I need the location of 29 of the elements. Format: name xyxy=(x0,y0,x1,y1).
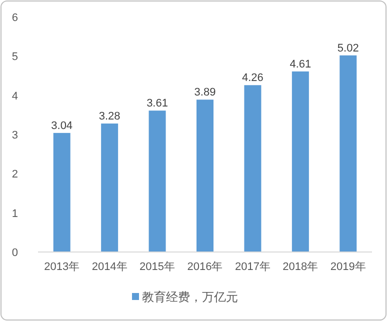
x-tick-label: 2018年 xyxy=(282,261,318,273)
bar xyxy=(53,132,70,252)
y-tick-label: 3 xyxy=(12,130,18,142)
y-tick-label: 5 xyxy=(12,51,18,64)
bar xyxy=(101,124,118,252)
x-tick-label: 2017年 xyxy=(234,261,270,273)
bar xyxy=(196,100,214,252)
y-tick-label: 4 xyxy=(12,90,18,102)
x-tick-label: 2016年 xyxy=(187,261,223,273)
x-tick-label: 2019年 xyxy=(330,261,366,273)
y-tick-label: 2 xyxy=(12,168,18,181)
data-label: 5.02 xyxy=(337,42,359,54)
data-label: 3.04 xyxy=(51,120,73,132)
data-label: 4.26 xyxy=(242,72,264,84)
data-label: 3.61 xyxy=(146,98,168,110)
y-tick-label: 1 xyxy=(12,208,18,220)
x-tick-label: 2014年 xyxy=(92,261,128,273)
bar xyxy=(244,85,262,252)
x-tick-label: 2013年 xyxy=(44,261,80,273)
y-tick-label: 0 xyxy=(12,247,18,259)
bar xyxy=(148,110,166,252)
x-tick-label: 2015年 xyxy=(140,261,176,273)
data-label: 3.89 xyxy=(194,86,216,99)
y-tick-label: 6 xyxy=(12,12,18,24)
data-label: 3.28 xyxy=(98,110,120,123)
legend-label: 教育经费，万亿元 xyxy=(142,290,238,304)
bar xyxy=(340,55,357,252)
data-label: 4.61 xyxy=(290,58,312,70)
bar xyxy=(292,71,309,252)
